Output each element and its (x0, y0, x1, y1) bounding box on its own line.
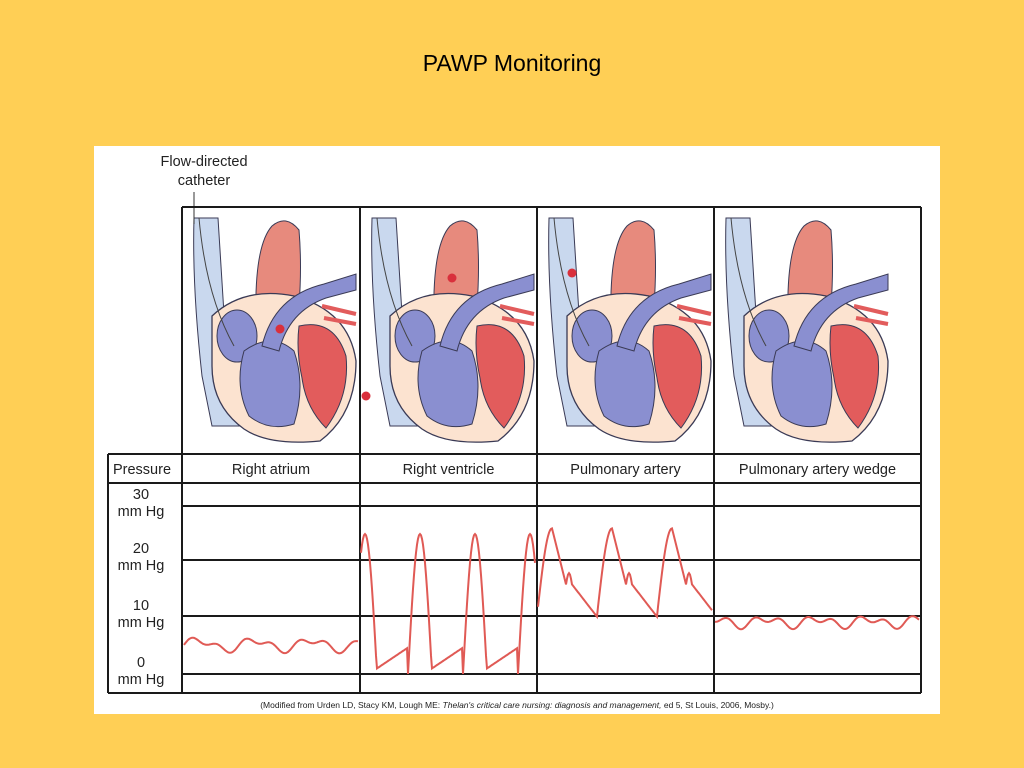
y-label-unit: mm Hg (117, 615, 165, 631)
catheter-label-line1: Flow-directed (160, 154, 248, 170)
catheter-line (553, 217, 590, 347)
right-ventricle (417, 340, 479, 428)
pulmonary-veins (676, 304, 712, 326)
pulmonary-artery (261, 273, 357, 352)
left-ventricle (297, 324, 348, 429)
figure-graphics (107, 192, 922, 694)
waveform-pulmonary-artery-wedge (714, 615, 920, 631)
right-ventricle (594, 340, 656, 428)
pressure-grid (107, 206, 922, 694)
heart-panel-3 (447, 217, 712, 443)
y-label-30: 30 mm Hg (106, 487, 176, 521)
left-ventricle (829, 324, 880, 429)
right-ventricle (771, 340, 833, 428)
waveform-pulmonary-artery (537, 526, 713, 620)
y-label-10: 10 mm Hg (106, 598, 176, 632)
column-header-pulmonary-artery-wedge: Pulmonary artery wedge (738, 462, 897, 478)
citation-title: Thelan's critical care nursing: diagnosi… (442, 700, 662, 710)
pulmonary-veins (321, 304, 357, 326)
column-header-pulmonary-artery: Pulmonary artery (570, 462, 681, 478)
pressure-waveforms (183, 526, 920, 675)
pulmonary-artery (616, 273, 712, 352)
column-header-right-ventricle: Right ventricle (402, 462, 495, 478)
catheter-line (730, 217, 767, 347)
y-label-value: 10 (132, 598, 150, 614)
catheter-tip (361, 391, 371, 401)
waveform-right-ventricle (360, 532, 536, 675)
right-ventricle (239, 340, 301, 428)
column-header-right-atrium: Right atrium (231, 462, 311, 478)
slide-title: PAWP Monitoring (422, 50, 602, 76)
left-ventricle (652, 324, 703, 429)
pulmonary-veins (853, 304, 889, 326)
catheter-tip (447, 273, 457, 283)
catheter-tip (275, 324, 285, 334)
pulmonary-artery (439, 273, 535, 352)
waveform-right-atrium (183, 636, 359, 655)
y-label-value: 0 (136, 655, 146, 671)
pulmonary-veins (499, 304, 535, 326)
left-ventricle (475, 324, 526, 429)
y-label-0: 0 mm Hg (106, 655, 176, 689)
citation: (Modified from Urden LD, Stacy KM, Lough… (94, 700, 940, 710)
pressure-header: Pressure (112, 462, 172, 478)
y-label-unit: mm Hg (117, 558, 165, 574)
catheter-line (376, 217, 413, 347)
heart-illustrations (193, 192, 889, 443)
pawp-figure: Flow-directed catheter Pressure Right at… (94, 146, 940, 714)
y-label-unit: mm Hg (117, 504, 165, 520)
heart-panel-2 (361, 217, 535, 443)
heart-panel-4 (567, 217, 889, 443)
citation-suffix: ed 5, St Louis, 2006, Mosby.) (661, 700, 774, 710)
catheter-tip (567, 268, 577, 278)
citation-prefix: (Modified from Urden LD, Stacy KM, Lough… (260, 700, 443, 710)
y-label-unit: mm Hg (117, 672, 165, 688)
y-label-20: 20 mm Hg (106, 541, 176, 575)
catheter-label: Flow-directed catheter (134, 153, 274, 191)
heart-panel-1 (193, 217, 357, 443)
catheter-label-line2: catheter (177, 173, 231, 189)
catheter-line (198, 217, 235, 347)
y-label-value: 30 (132, 487, 150, 503)
pulmonary-artery (793, 273, 889, 352)
y-label-value: 20 (132, 541, 150, 557)
